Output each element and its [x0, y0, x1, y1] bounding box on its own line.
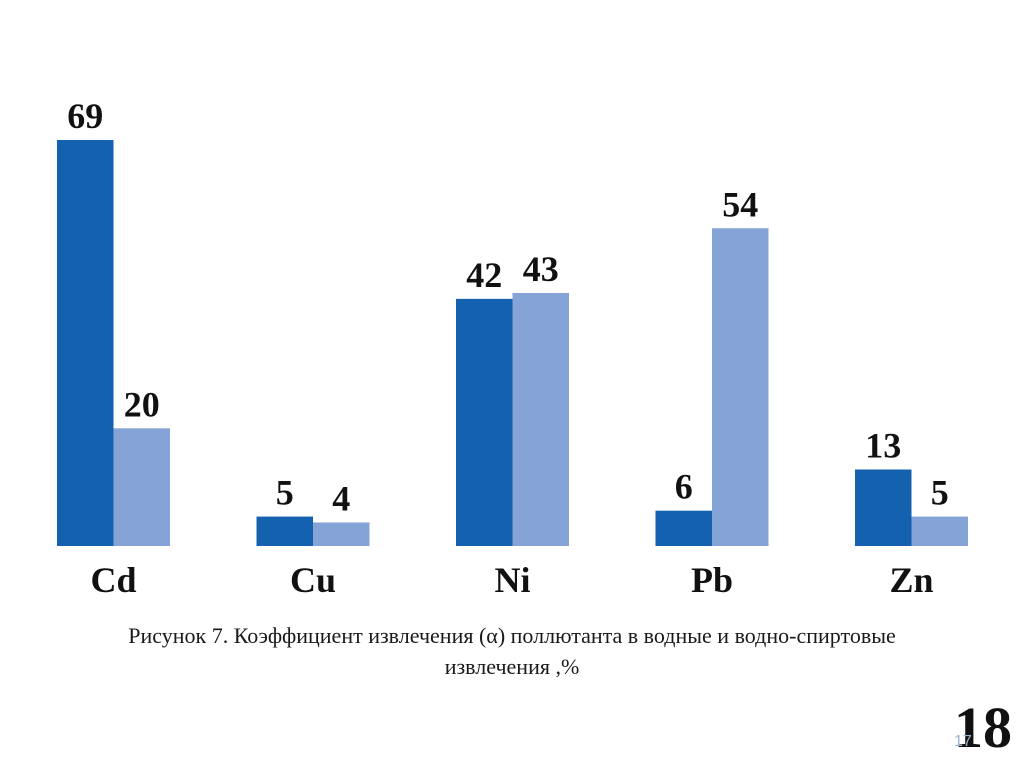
category-labels-group: Cd Cu Ni Pb Zn [90, 560, 933, 600]
figure-caption: Рисунок 7. Коэффициент извлечения (α) по… [40, 620, 984, 682]
data-label-pb-series-1: 6 [675, 467, 693, 507]
caption-line-1: Рисунок 7. Коэффициент извлечения (α) по… [128, 623, 896, 648]
category-label-pb: Pb [691, 560, 733, 600]
ghost-page-number: 17 [954, 733, 972, 750]
bar-cd-series-1 [57, 140, 114, 546]
category-label-zn: Zn [889, 560, 933, 600]
bars-group [57, 140, 968, 546]
data-label-cu-series-2: 4 [332, 478, 350, 518]
bar-cd-series-2 [113, 428, 170, 546]
bar-ni-series-2 [512, 292, 569, 546]
data-label-cu-series-1: 5 [276, 473, 294, 513]
category-label-cd: Cd [90, 560, 136, 600]
bar-ni-series-1 [456, 298, 513, 546]
bar-zn-series-2 [911, 516, 968, 546]
caption-line-2: извлечения ,% [444, 654, 580, 679]
bar-cu-series-2 [313, 522, 370, 546]
data-label-ni-series-1: 42 [466, 255, 502, 295]
data-label-cd-series-1: 69 [67, 96, 103, 136]
data-label-cd-series-2: 20 [124, 384, 160, 424]
category-label-ni: Ni [495, 560, 531, 600]
data-label-zn-series-1: 13 [865, 426, 901, 466]
data-label-zn-series-2: 5 [931, 473, 949, 513]
data-label-pb-series-2: 54 [722, 184, 758, 224]
bar-zn-series-1 [855, 469, 912, 546]
bar-pb-series-2 [712, 228, 769, 546]
bar-cu-series-1 [256, 516, 313, 546]
data-label-ni-series-2: 43 [523, 249, 559, 289]
category-label-cu: Cu [290, 560, 336, 600]
page-number: 18 [954, 695, 1012, 760]
bar-pb-series-1 [655, 510, 712, 546]
